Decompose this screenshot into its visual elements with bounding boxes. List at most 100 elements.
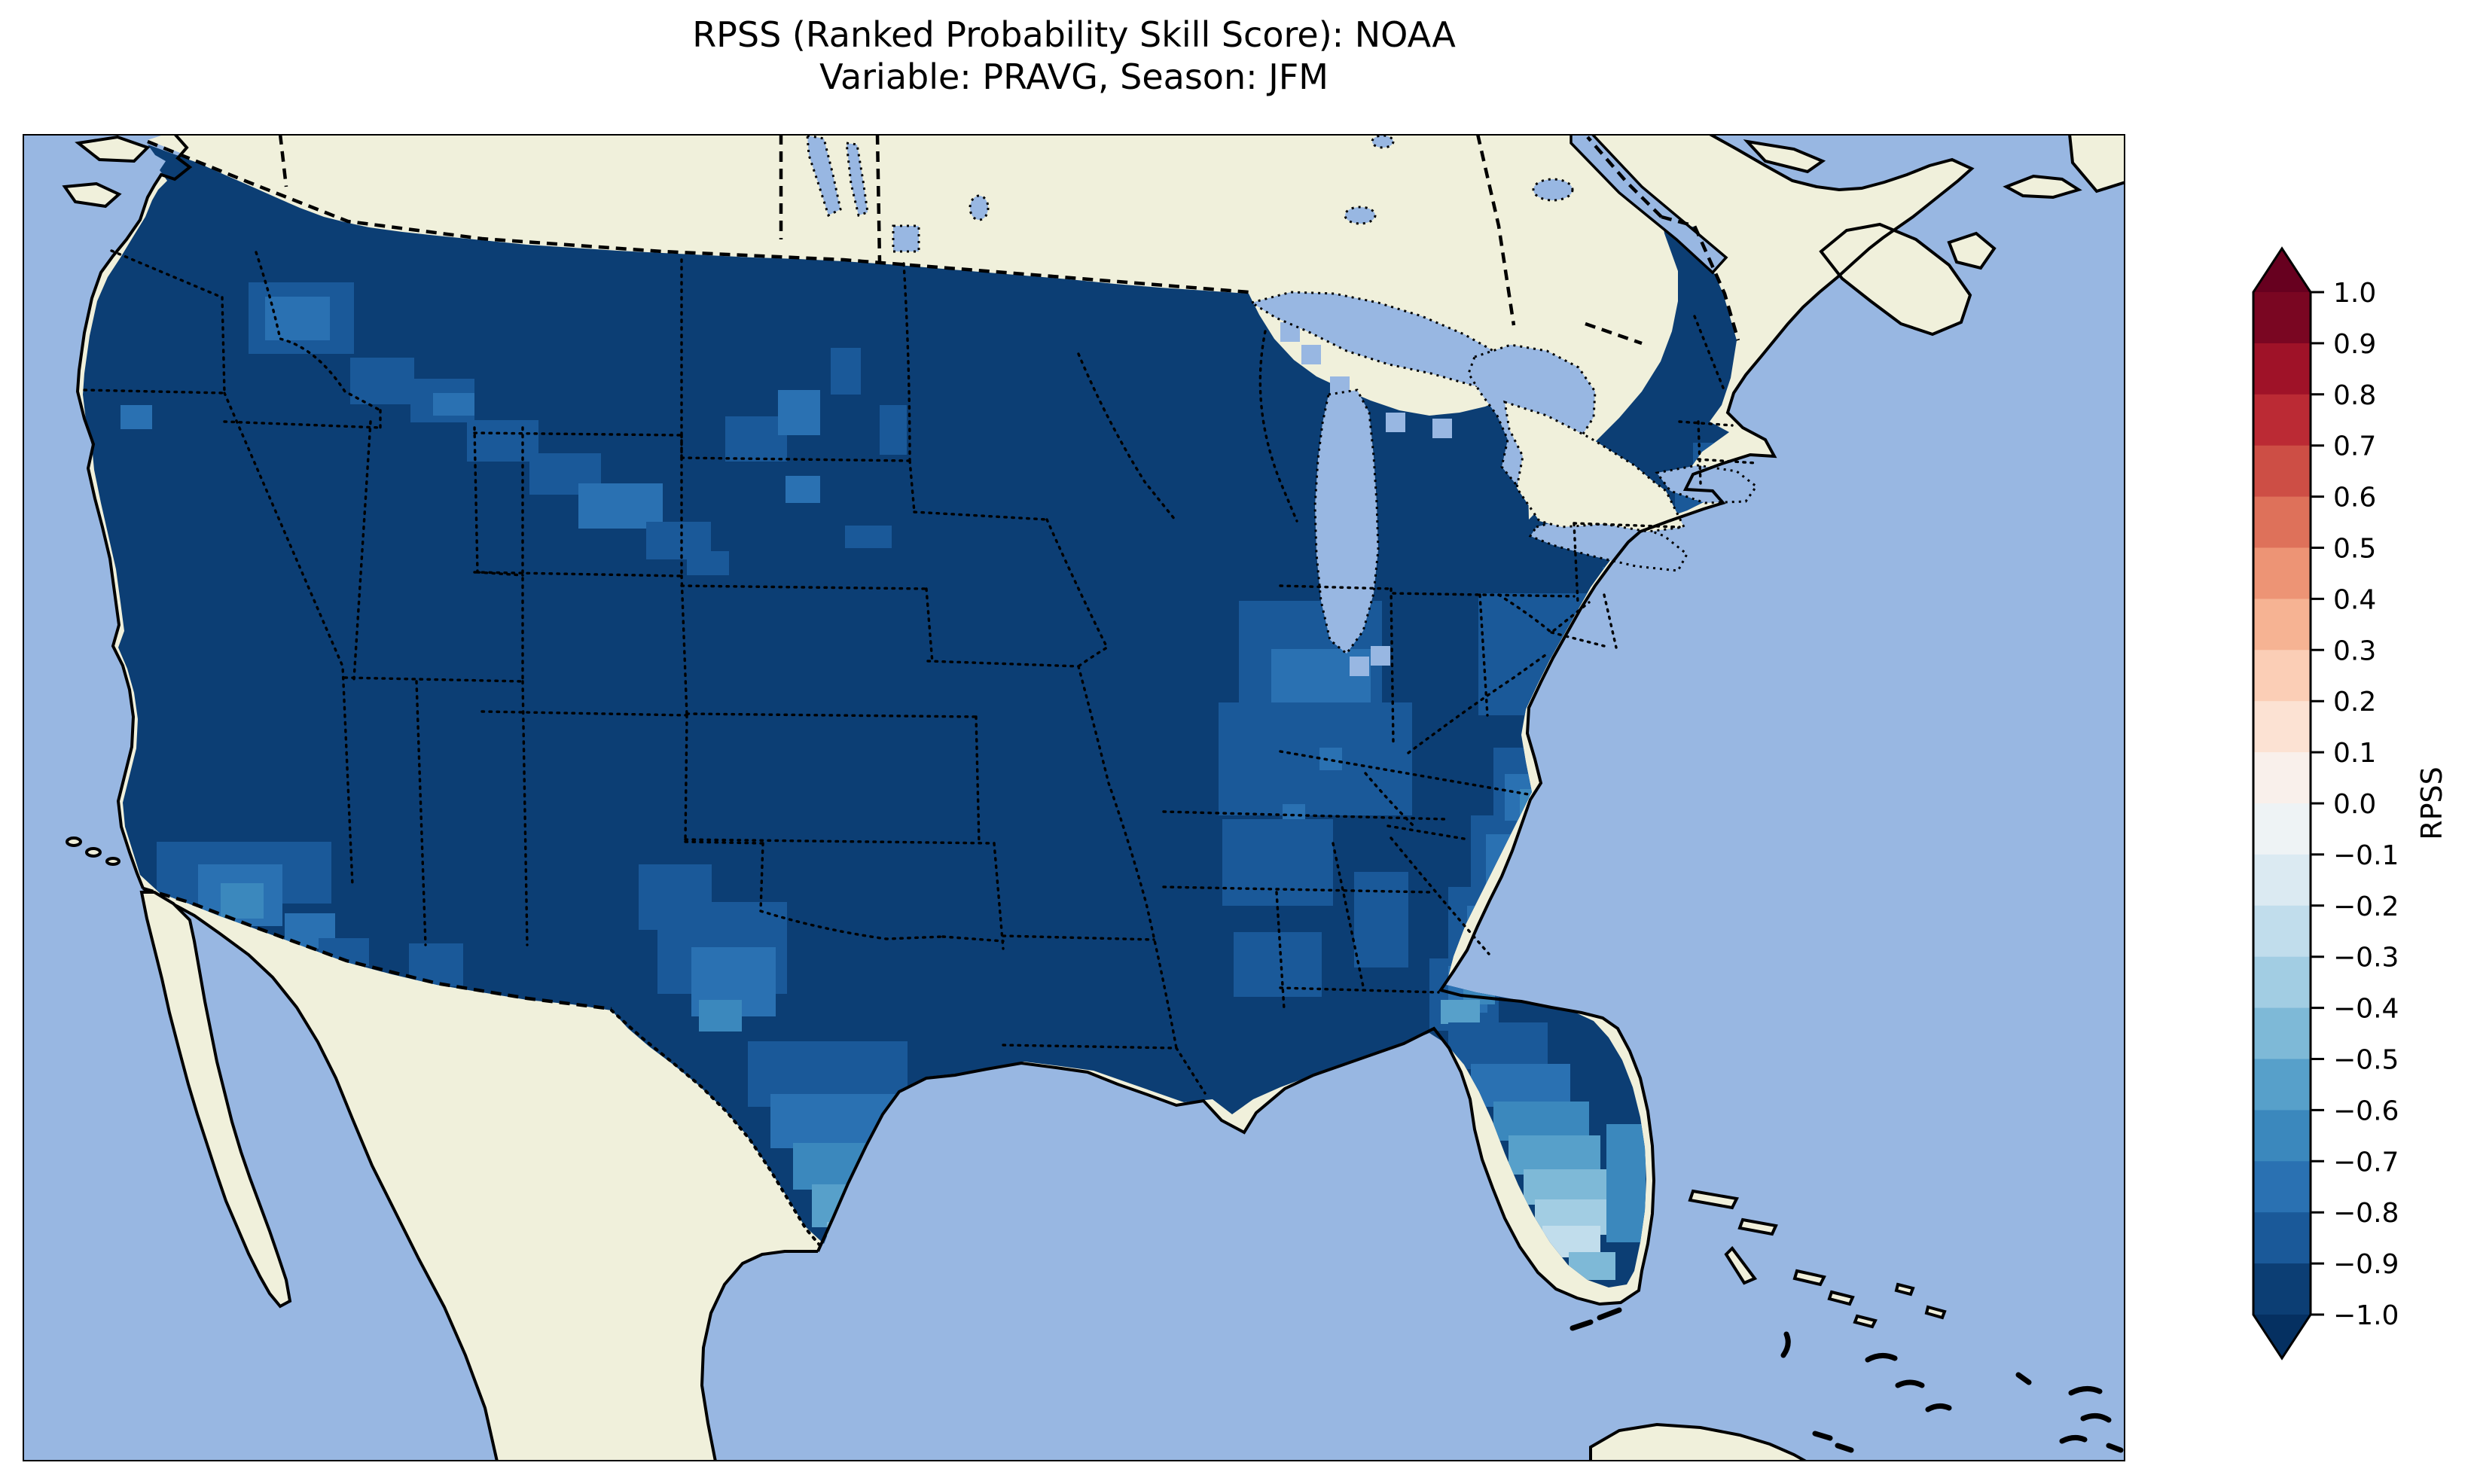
masked-cell xyxy=(1685,527,1705,547)
colorbar-segment xyxy=(2253,547,2311,600)
colorbar-segment xyxy=(2253,1263,2311,1315)
rpss-patch xyxy=(350,358,414,404)
channel-island xyxy=(66,836,82,847)
colorbar-segment xyxy=(2253,445,2311,498)
colorbar-segment xyxy=(2253,1007,2311,1060)
lake-erie xyxy=(1528,513,1688,572)
cape-breton-island xyxy=(1947,231,1997,270)
colorbar-tick-label: −0.4 xyxy=(2333,994,2399,1025)
colorbar-tick-label: 0.4 xyxy=(2333,584,2376,615)
rpss-patch xyxy=(778,390,820,435)
nova-scotia xyxy=(1819,222,1972,337)
lake-of-the-woods xyxy=(892,224,920,253)
colorbar-segment xyxy=(2253,752,2311,804)
colorbar-segment xyxy=(2253,1110,2311,1163)
colorbar-tick-label: 0.8 xyxy=(2333,380,2376,411)
andros-island xyxy=(1724,1245,1758,1285)
national-borders xyxy=(142,134,1740,1011)
rpss-patch xyxy=(221,883,264,919)
rpss-patch xyxy=(433,393,474,416)
colorbar-tick-label: −0.8 xyxy=(2333,1198,2399,1229)
colorbar-segment xyxy=(2253,701,2311,753)
bahamas-island xyxy=(1827,1290,1855,1306)
rpss-patch xyxy=(409,943,463,986)
rpss-patch xyxy=(1448,1022,1548,1069)
colorbar-tick-label: 0.5 xyxy=(2333,534,2376,565)
rpss-patch xyxy=(1354,872,1408,967)
colorbar-segment xyxy=(2253,956,2311,1009)
lake-winnipegosis xyxy=(845,142,869,217)
bahamas-island xyxy=(1894,1282,1915,1297)
rpss-patch xyxy=(687,551,729,575)
colorbar-segment xyxy=(2253,394,2311,446)
rpss-patch xyxy=(1493,1102,1589,1141)
colorbar-tick-label: −1.0 xyxy=(2333,1300,2399,1331)
colorbar-segment xyxy=(2253,343,2311,395)
rpss-patch xyxy=(120,405,152,429)
vancouver-island xyxy=(75,135,151,163)
us-canada-border xyxy=(147,139,1249,294)
prince-edward-island xyxy=(2003,174,2082,200)
rpss-patch xyxy=(1222,819,1333,906)
rpss-patch xyxy=(699,1000,742,1031)
rpss-patch xyxy=(1219,702,1412,815)
colorbar-segment xyxy=(2253,292,2311,344)
colorbar-segment xyxy=(2253,650,2311,702)
bahamas-island xyxy=(1737,1217,1778,1236)
colorbar-tick-label: 0.0 xyxy=(2333,789,2376,820)
rpss-patch xyxy=(467,420,538,462)
rpss-patch xyxy=(1606,1124,1646,1242)
rpss-patch xyxy=(1524,1169,1608,1205)
masked-cell xyxy=(1301,345,1321,364)
rpss-patch xyxy=(725,416,787,462)
colorbar-tick-label: 0.3 xyxy=(2333,635,2376,666)
colorbar-segment xyxy=(2253,1059,2311,1111)
colorbar-tick-label: 1.0 xyxy=(2333,278,2376,309)
chart-title: RPSS (Ranked Probability Skill Score): N… xyxy=(692,14,1456,55)
colorbar-axis-label: RPSS xyxy=(2415,766,2448,840)
colorbar-segment xyxy=(2253,803,2311,855)
rpss-patch xyxy=(1234,932,1322,997)
lake-ontario xyxy=(1655,464,1759,504)
small-island-coastlines xyxy=(1570,1307,2124,1453)
colorbar-tick-label: −0.6 xyxy=(2333,1095,2399,1126)
colorbar-tick-label: −0.1 xyxy=(2333,840,2399,871)
colorbar-tick-label: 0.2 xyxy=(2333,687,2376,718)
colorbar-segment xyxy=(2253,905,2311,958)
colorbar-tick-label: −0.2 xyxy=(2333,891,2399,922)
colorbar-segment xyxy=(2253,496,2311,549)
lake-winnipeg xyxy=(806,134,842,218)
rpss-patch xyxy=(786,476,820,503)
bimini-icon xyxy=(1780,1331,2032,1385)
colorbar-segment xyxy=(2253,854,2311,907)
rpss-patch xyxy=(1441,1000,1480,1024)
anticosti-island xyxy=(1743,139,1826,174)
colorbar-tick-label: −0.9 xyxy=(2333,1249,2399,1280)
bahamas-island xyxy=(1688,1189,1739,1210)
us-canada-border-east xyxy=(1586,136,1740,341)
rpss-patch xyxy=(1471,1064,1570,1107)
colorbar-tick-label: −0.5 xyxy=(2333,1045,2399,1076)
ontario-peninsula xyxy=(1503,400,1686,533)
rio-grande-border xyxy=(610,1009,824,1250)
us-mexico-border-west xyxy=(142,886,612,1011)
coastline xyxy=(75,134,1975,1461)
lakes xyxy=(806,134,1759,656)
colorbar: 1.0 0.9 0.8 0.7 0.6 0.5 0.4 0.3 0.2 0.1 0.0 −0.1 −0.… xyxy=(2252,246,2399,1361)
islands xyxy=(62,134,2125,1461)
colorbar-tick-label: 0.9 xyxy=(2333,329,2376,360)
rpss-patch xyxy=(578,483,663,529)
channel-island xyxy=(85,847,102,858)
bahamas-island xyxy=(1792,1269,1826,1287)
colorbar-tick-label: −0.7 xyxy=(2333,1147,2399,1178)
colorbar-segment xyxy=(2253,599,2311,651)
masked-cell xyxy=(1432,419,1452,438)
colorbar-tick-label: 0.7 xyxy=(2333,431,2376,462)
cuba xyxy=(1589,1422,1810,1461)
canadian-lake xyxy=(969,194,990,221)
rpss-patch xyxy=(845,526,892,548)
provincial-border xyxy=(278,134,1643,346)
masked-cell xyxy=(1386,413,1405,432)
